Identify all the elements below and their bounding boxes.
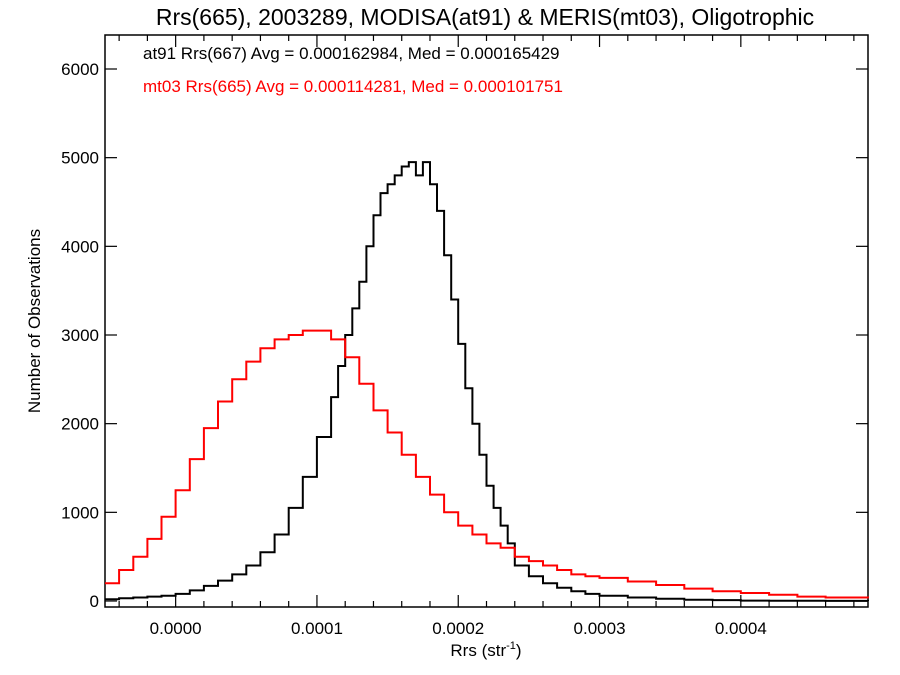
y-tick-label: 3000 (61, 326, 99, 345)
x-tick-label: 0.0004 (715, 619, 767, 638)
legend-entry-mt03: mt03 Rrs(665) Avg = 0.000114281, Med = 0… (143, 77, 563, 96)
y-tick-label: 6000 (61, 60, 99, 79)
x-axis-label-main: Rrs (str (450, 641, 506, 660)
x-axis-label-superscript: -1 (506, 640, 516, 652)
x-tick-label: 0.0001 (291, 619, 343, 638)
plot-frame (104, 34, 869, 608)
series-line-at91 (105, 161, 869, 602)
y-axis-label: Number of Observations (25, 229, 44, 413)
y-tick-label: 5000 (61, 149, 99, 168)
x-tick-label: 0.0003 (574, 619, 626, 638)
chart-title: Rrs(665), 2003289, MODISA(at91) & MERIS(… (156, 4, 814, 30)
y-tick-label: 2000 (61, 415, 99, 434)
x-axis-label: Rrs (str-1) (450, 640, 521, 660)
series-line-mt03 (105, 329, 869, 599)
x-tick-label: 0.0002 (432, 619, 484, 638)
y-tick-label: 4000 (61, 237, 99, 256)
series-layer (105, 161, 869, 602)
y-tick-label: 0 (90, 592, 99, 611)
x-tick-label: 0.0000 (150, 619, 202, 638)
y-axis-ticks: 0 1000 2000 3000 4000 5000 6000 (61, 60, 868, 611)
legend-entry-at91: at91 Rrs(667) Avg = 0.000162984, Med = 0… (143, 44, 560, 63)
y-tick-label: 1000 (61, 503, 99, 522)
x-axis-label-suffix: ) (516, 641, 522, 660)
x-axis-ticks: 0.0000 0.0001 0.0002 0.0003 0.0004 (118, 35, 855, 638)
